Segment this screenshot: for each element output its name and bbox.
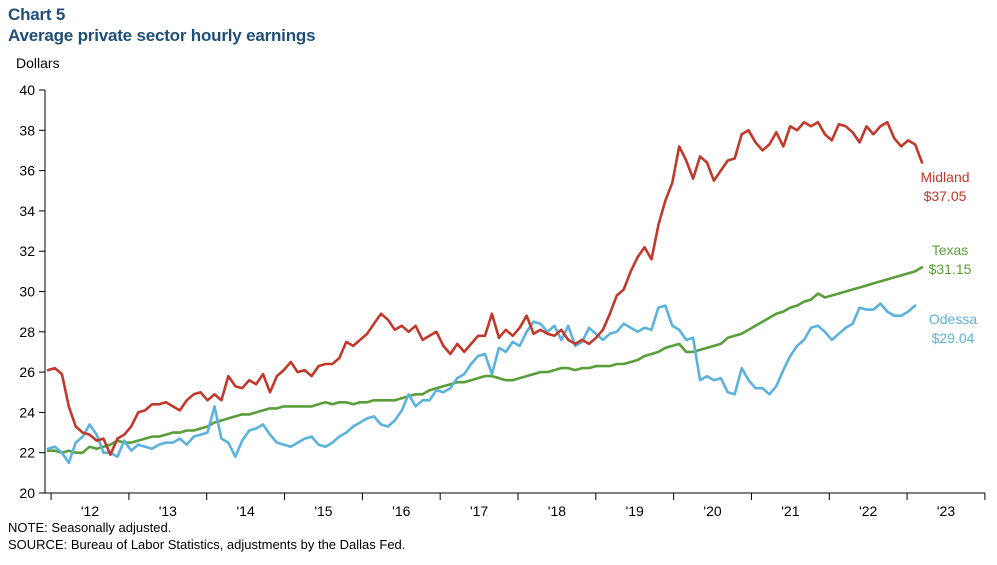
series-line-midland — [46, 120, 924, 456]
y-tick-label: 40 — [19, 82, 35, 98]
x-tick-label: '19 — [626, 503, 644, 519]
series-name-midland: Midland — [920, 169, 969, 185]
chart-title-block: Chart 5 Average private sector hourly ea… — [8, 4, 316, 46]
y-tick-label: 34 — [19, 203, 35, 219]
series-end-labels: Midland $37.05 Texas $31.15 Odessa $29.04 — [920, 169, 977, 346]
x-tick-label: '13 — [159, 503, 177, 519]
x-tick-labels: '12 '13 '14 '15 '16 '17 '18 '19 '20 '21 '22 '23 — [81, 503, 955, 519]
series-name-texas: Texas — [932, 242, 969, 258]
x-tick-label: '16 — [392, 503, 410, 519]
y-tick-label: 32 — [19, 243, 35, 259]
x-tick-label: '21 — [781, 503, 799, 519]
y-tick-label: 28 — [19, 324, 35, 340]
series-value-midland: $37.05 — [924, 188, 967, 204]
chart-number: Chart 5 — [8, 5, 66, 24]
chart-title: Average private sector hourly earnings — [8, 26, 316, 45]
y-tick-label: 20 — [19, 485, 35, 501]
y-tick-label: 38 — [19, 122, 35, 138]
y-tick-label: 22 — [19, 445, 35, 461]
x-tick-label: '12 — [81, 503, 99, 519]
x-tick-label: '17 — [470, 503, 488, 519]
y-tick-label: 24 — [19, 404, 35, 420]
y-tick-label: 30 — [19, 284, 35, 300]
y-tick-labels: 20 22 24 26 28 30 32 34 36 38 40 — [19, 82, 35, 501]
series-line-odessa — [46, 302, 917, 465]
x-tick-label: '14 — [237, 503, 255, 519]
series-lines — [46, 120, 924, 465]
series-value-texas: $31.15 — [929, 261, 972, 277]
source-text: SOURCE: Bureau of Labor Statistics, adju… — [8, 537, 406, 552]
x-tick-label: '23 — [937, 503, 955, 519]
axes — [39, 89, 986, 500]
series-line-texas — [46, 266, 924, 454]
x-tick-label: '18 — [548, 503, 566, 519]
footnotes: NOTE: Seasonally adjusted. SOURCE: Burea… — [8, 519, 405, 553]
y-axis-unit-label: Dollars — [16, 55, 60, 71]
y-tick-label: 36 — [19, 163, 35, 179]
y-tick-label: 26 — [19, 364, 35, 380]
x-tick-label: '20 — [703, 503, 721, 519]
x-tick-label: '22 — [859, 503, 877, 519]
note-text: NOTE: Seasonally adjusted. — [8, 520, 172, 535]
series-value-odessa: $29.04 — [932, 330, 975, 346]
series-name-odessa: Odessa — [929, 311, 977, 327]
x-tick-label: '15 — [314, 503, 332, 519]
